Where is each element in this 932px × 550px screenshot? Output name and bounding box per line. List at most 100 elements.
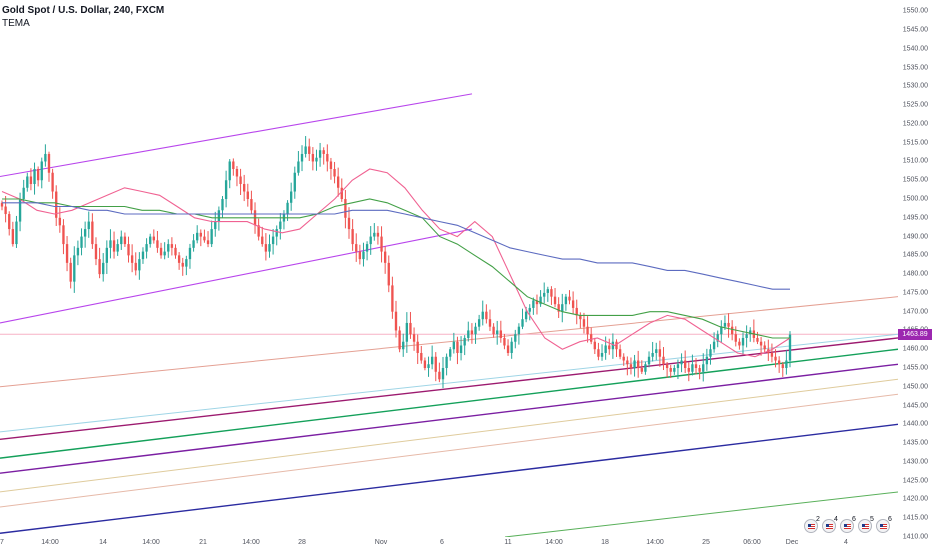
event-count: 4 — [834, 516, 838, 523]
price-axis[interactable]: 1410.00 1415.00 1420.00 1425.00 1430.00 1435.… — [898, 0, 932, 541]
economic-event-marker[interactable]: 6 — [876, 516, 892, 533]
us-flag-icon — [880, 524, 887, 529]
candle-body — [308, 146, 311, 154]
candle-body — [456, 341, 459, 353]
price-tick-label: 1450.00 — [902, 383, 928, 391]
candle-body — [347, 217, 351, 230]
candle-body — [474, 326, 477, 335]
candle-body — [604, 345, 607, 353]
candle-body — [185, 259, 188, 267]
symbol-title[interactable]: Gold Spot / U.S. Dollar, 240, FXCM — [2, 5, 165, 16]
fan-line — [0, 393, 898, 508]
candle-body — [615, 341, 618, 350]
candle-body — [55, 191, 58, 218]
candle-body — [618, 349, 622, 357]
candle-body — [597, 349, 600, 357]
candle-body — [261, 236, 264, 245]
candle-body — [177, 255, 181, 263]
price-tick-label: 1435.00 — [902, 439, 928, 447]
candle-body — [524, 311, 528, 320]
economic-event-marker[interactable]: 4 — [822, 516, 838, 533]
candle-body — [477, 319, 481, 327]
tema-line — [1, 168, 791, 358]
candle-body — [94, 244, 98, 260]
candle-body — [365, 244, 369, 252]
candle-body — [11, 229, 15, 245]
candle-body — [409, 322, 412, 335]
candle-body — [214, 221, 217, 230]
price-tick-label: 1485.00 — [902, 251, 928, 259]
candle-body — [590, 334, 593, 342]
candle-body — [167, 244, 170, 252]
trend-channel — [0, 93, 473, 324]
candle-body — [723, 322, 727, 327]
time-tick-label: 14:00 — [646, 539, 664, 546]
candle-body — [358, 251, 362, 260]
candle-body — [170, 244, 174, 248]
candle-body — [8, 214, 11, 230]
time-tick-label: 6 — [440, 539, 444, 546]
fan-line — [0, 333, 898, 433]
candle-body — [206, 240, 210, 245]
candle-body — [4, 206, 7, 215]
candle-body — [698, 368, 701, 372]
candle-body — [65, 244, 69, 263]
candle-body — [264, 244, 268, 252]
candle-body — [430, 356, 434, 365]
candle-body — [105, 247, 109, 263]
candle-body — [286, 202, 289, 215]
candle-body — [655, 349, 658, 353]
candle-body — [463, 337, 466, 346]
economic-event-marker[interactable]: 2 — [804, 516, 820, 533]
price-tick-label: 1445.00 — [902, 402, 928, 410]
time-tick-label: 14:00 — [545, 539, 563, 546]
price-tick-label: 1550.00 — [902, 7, 928, 15]
time-tick-label: 4 — [844, 539, 848, 546]
candle-body — [716, 334, 719, 342]
candle-body — [777, 360, 781, 365]
candle-body — [420, 352, 423, 361]
candle-body — [355, 244, 358, 252]
economic-event-marker[interactable]: 5 — [858, 516, 874, 533]
candle-body — [304, 146, 307, 154]
time-tick-label: 18 — [601, 539, 609, 546]
candle-body — [340, 187, 343, 200]
candle-body — [29, 176, 33, 185]
candle-body — [785, 360, 788, 369]
candle-body — [770, 352, 774, 357]
candle-body — [221, 199, 224, 211]
indicator-label[interactable]: TEMA — [2, 18, 30, 29]
candle-body — [26, 176, 29, 188]
candle-body — [423, 360, 427, 369]
candle-body — [362, 251, 365, 260]
candle-body — [553, 296, 557, 305]
candle-body — [470, 330, 474, 335]
candle-body — [120, 236, 123, 245]
candle-body — [608, 345, 611, 350]
candle-body — [485, 311, 488, 320]
candle-body — [232, 161, 235, 169]
economic-event-marker[interactable]: 6 — [840, 516, 856, 533]
time-tick-label: 14:00 — [242, 539, 260, 546]
time-axis[interactable]: 7 14:00 14 14:00 21 14:00 28 Nov 6 11 14:00 18 14:00… — [0, 537, 898, 550]
candle-body — [51, 172, 54, 192]
price-tick-label: 1495.00 — [902, 214, 928, 222]
chart-legend[interactable]: Gold Spot / U.S. Dollar, 240, FXCM TEMA — [2, 4, 164, 30]
candle-body — [427, 364, 430, 369]
price-chart[interactable] — [0, 0, 898, 537]
candle-body — [329, 161, 333, 169]
candle-body — [156, 240, 159, 248]
candle-body — [528, 307, 531, 312]
price-tick-label: 1470.00 — [902, 308, 928, 316]
candle-body — [712, 341, 716, 350]
candle-body — [83, 229, 87, 237]
price-tick-label: 1430.00 — [902, 458, 928, 466]
candle-body — [300, 153, 304, 162]
price-tick-label: 1425.00 — [902, 477, 928, 485]
candle-body — [80, 236, 83, 248]
candle-body — [250, 199, 253, 211]
candlestick-series — [0, 136, 792, 389]
candle-body — [506, 345, 510, 353]
candle-body — [680, 360, 683, 365]
price-tick-label: 1505.00 — [902, 176, 928, 184]
